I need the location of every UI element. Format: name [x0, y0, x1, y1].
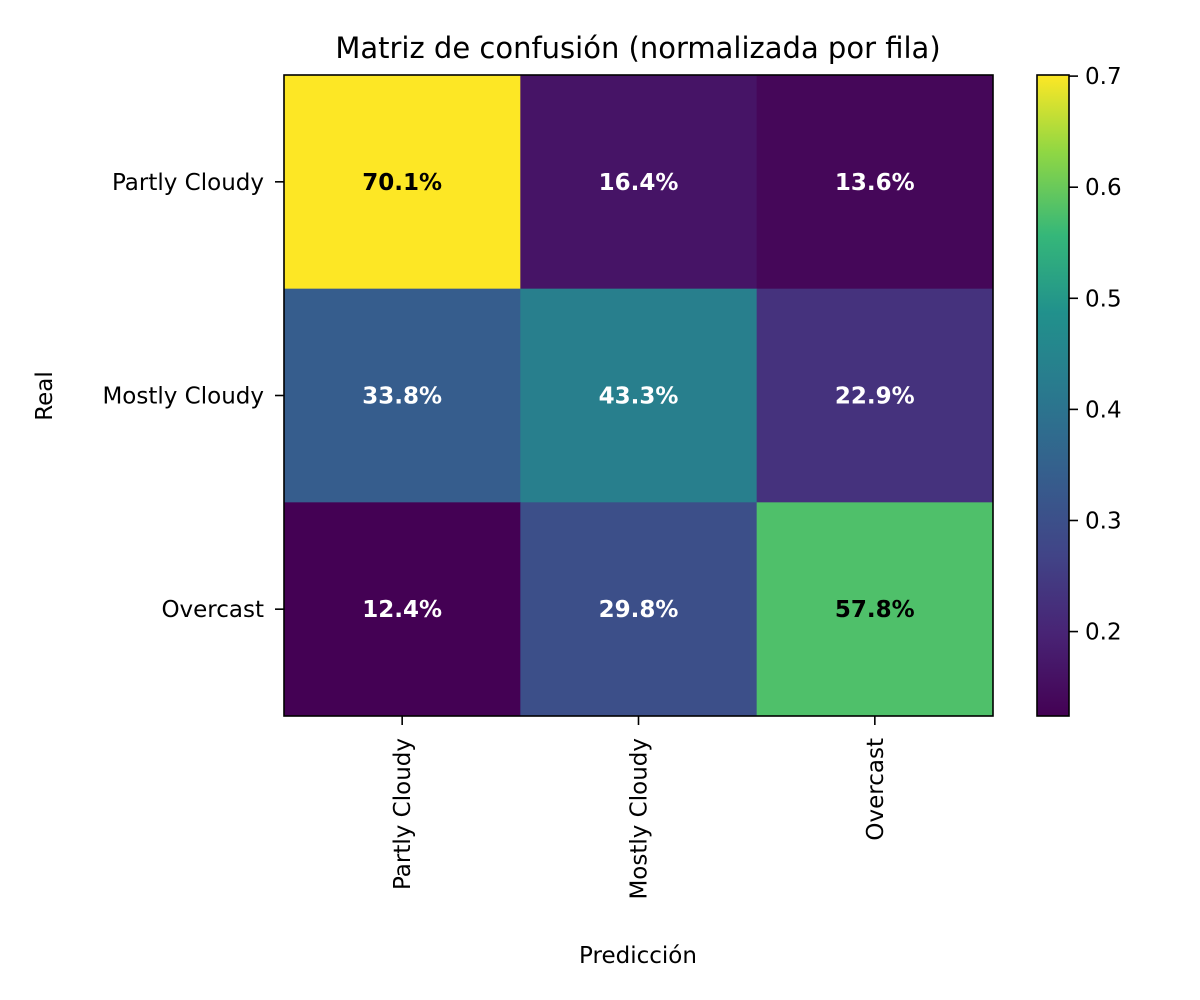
y-axis-ticks: Partly Cloudy Mostly Cloudy Overcast [102, 170, 284, 623]
colorbar-tick-label: 0.5 [1085, 286, 1122, 312]
heatmap-cell-labels: 70.1% 16.4% 13.6% 33.8% 43.3% 22.9% 12.4% 29.8%… [362, 170, 914, 623]
colorbar-tick-label: 0.7 [1085, 64, 1122, 90]
cell-value-label: 57.8% [835, 597, 915, 623]
heatmap-cell [284, 288, 521, 503]
heatmap-cell [284, 75, 521, 290]
heatmap-cell [284, 502, 521, 717]
cell-value-label: 22.9% [835, 384, 915, 410]
y-tick-label: Mostly Cloudy [102, 384, 264, 410]
colorbar-frame [1036, 74, 1070, 717]
cell-value-label: 29.8% [599, 597, 679, 623]
cell-value-label: 33.8% [362, 384, 442, 410]
colorbar [1037, 75, 1069, 716]
colorbar-tick-label: 0.6 [1085, 175, 1122, 201]
x-axis-ticks: Partly Cloudy Mostly Cloudy Overcast [390, 716, 889, 900]
heatmap-cell [520, 288, 758, 503]
cell-value-label: 70.1% [362, 170, 442, 196]
cell-value-label: 12.4% [362, 597, 442, 623]
x-axis-label: Predicción [579, 943, 697, 969]
y-axis-label: Real [32, 371, 58, 421]
chart-title: Matriz de confusión (normalizada por fil… [335, 31, 940, 65]
y-tick-label: Overcast [161, 597, 264, 623]
cell-value-label: 43.3% [599, 384, 679, 410]
heatmap-cell [756, 502, 994, 717]
cell-value-label: 16.4% [599, 170, 679, 196]
colorbar-tick-label: 0.4 [1085, 397, 1122, 423]
heatmap-cells [284, 75, 994, 717]
y-tick-label: Partly Cloudy [112, 170, 264, 196]
x-tick-label: Mostly Cloudy [627, 738, 653, 900]
heatmap-cell [520, 75, 758, 290]
heatmap-cell [756, 75, 994, 290]
colorbar-ticks: 0.2 0.3 0.4 0.5 0.6 0.7 [1069, 64, 1122, 646]
x-tick-label: Overcast [863, 738, 889, 841]
colorbar-tick-label: 0.3 [1085, 508, 1122, 534]
heatmap-cell [756, 288, 994, 503]
colorbar-tick-label: 0.2 [1085, 620, 1122, 646]
x-tick-label: Partly Cloudy [390, 738, 416, 890]
cell-value-label: 13.6% [835, 170, 915, 196]
heatmap-cell [520, 502, 758, 717]
